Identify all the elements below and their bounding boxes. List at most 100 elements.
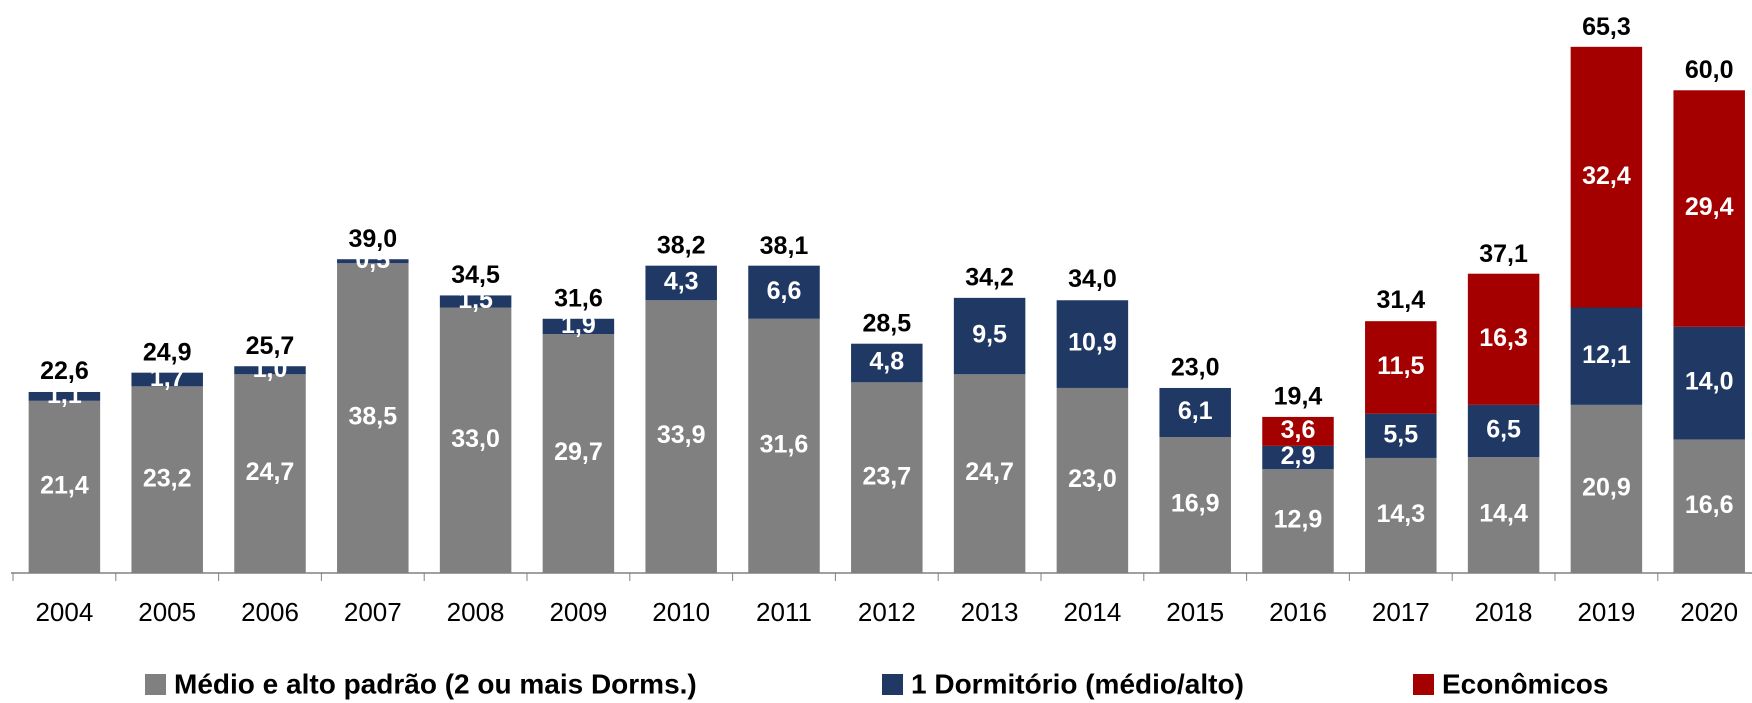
segment-label: 29,7: [554, 438, 603, 466]
segment-label: 21,4: [40, 472, 89, 500]
segment-label: 4,8: [869, 348, 904, 376]
segment-label: 14,3: [1376, 500, 1425, 528]
segment-label: 9,5: [972, 321, 1007, 349]
bar-segment: [748, 318, 820, 573]
segment-label: 16,6: [1685, 491, 1734, 519]
segment-label: 2,9: [1281, 442, 1316, 470]
segment-label: 29,4: [1685, 193, 1734, 221]
segment-label: 23,0: [1068, 465, 1117, 493]
bar-segment: [1159, 387, 1231, 438]
bar-segment: [1159, 437, 1231, 573]
segment-label: 4,3: [664, 268, 699, 296]
segment-label: 14,0: [1685, 368, 1734, 396]
bar-segment: [337, 263, 409, 573]
bar-segment: [1673, 90, 1745, 327]
bar-segment: [1467, 404, 1540, 458]
segment-label: 33,9: [657, 421, 706, 449]
segment-label: 10,9: [1068, 329, 1117, 357]
segment-label: 1,5: [458, 286, 493, 314]
segment-label: 1,1: [47, 381, 82, 409]
total-label: 31,6: [554, 284, 603, 312]
segment-label: 6,6: [767, 277, 802, 305]
x-tick-label: 2016: [1269, 597, 1327, 627]
x-tick-label: 2013: [961, 597, 1019, 627]
segment-label: 24,7: [246, 458, 295, 486]
total-label: 37,1: [1479, 240, 1528, 268]
segment-label: 31,6: [760, 430, 809, 458]
x-tick-label: 2020: [1680, 597, 1738, 627]
total-label: 19,4: [1274, 383, 1323, 411]
bar-segment: [131, 386, 203, 573]
bar-segment: [542, 334, 615, 573]
bar-segment: [953, 297, 1026, 375]
bar-segment: [1365, 321, 1437, 414]
segment-label: 12,9: [1274, 506, 1323, 534]
bar-segment: [439, 307, 512, 573]
total-label: 34,2: [965, 263, 1014, 291]
x-tick-label: 2008: [447, 597, 505, 627]
bar-segment: [439, 295, 512, 308]
total-label: 34,5: [451, 261, 500, 289]
x-tick-label: 2011: [756, 597, 812, 627]
bar-segment: [1673, 326, 1745, 440]
segment-label: 33,0: [451, 425, 500, 453]
legend-label: 1 Dormitório (médio/alto): [911, 668, 1244, 699]
segment-label: 20,9: [1582, 474, 1631, 502]
total-label: 65,3: [1582, 13, 1631, 41]
segment-label: 6,5: [1486, 416, 1521, 444]
bar-segment: [234, 366, 306, 375]
legend-swatch: [1413, 674, 1434, 695]
segment-label: 1,7: [150, 364, 185, 392]
bar-segment: [1570, 46, 1643, 308]
x-tick-label: 2015: [1166, 597, 1224, 627]
bar-segment: [28, 400, 101, 573]
segment-label: 32,4: [1582, 162, 1631, 190]
bar-segment: [131, 372, 203, 387]
total-label: 34,0: [1068, 265, 1117, 293]
x-tick-label: 2009: [549, 597, 607, 627]
x-tick-label: 2005: [138, 597, 196, 627]
bar-segment: [337, 259, 409, 264]
segment-label: 38,5: [348, 403, 397, 431]
segment-label: 11,5: [1377, 352, 1424, 380]
segment-label: 12,1: [1582, 341, 1631, 369]
bar-segment: [1673, 439, 1745, 573]
total-label: 24,9: [143, 338, 192, 366]
bar-segment: [953, 374, 1026, 573]
segment-label: 16,3: [1479, 324, 1528, 352]
x-tick-label: 2017: [1372, 597, 1430, 627]
bar-segment: [851, 343, 923, 383]
bar-segment: [1365, 457, 1437, 573]
segment-label: 1,0: [253, 355, 288, 383]
x-tick-label: 2007: [344, 597, 402, 627]
segment-label: 23,2: [143, 464, 192, 492]
bar-segment: [1056, 300, 1129, 388]
segment-label: 24,7: [965, 458, 1014, 486]
x-tick-label: 2010: [652, 597, 710, 627]
segment-label: 23,7: [862, 462, 911, 490]
segment-label: 5,5: [1383, 420, 1418, 448]
total-label: 22,6: [40, 357, 89, 385]
bar-segment: [1365, 413, 1437, 458]
x-tick-label: 2014: [1063, 597, 1121, 627]
x-tick-label: 2018: [1475, 597, 1533, 627]
total-label: 31,4: [1376, 286, 1425, 314]
total-label: 23,0: [1171, 354, 1220, 382]
bar-segment: [1467, 457, 1540, 573]
total-label: 39,0: [348, 225, 397, 253]
bar-segment: [1570, 307, 1643, 405]
total-label: 25,7: [246, 332, 295, 360]
segment-label: 1,9: [561, 311, 596, 339]
x-tick-label: 2012: [858, 597, 916, 627]
bar-segment: [748, 265, 820, 319]
total-label: 60,0: [1685, 56, 1734, 84]
total-label: 38,2: [657, 231, 706, 259]
bar-segment: [1262, 469, 1334, 573]
total-label: 28,5: [862, 309, 911, 337]
segment-label: 3,6: [1281, 416, 1316, 444]
bar-segment: [1570, 404, 1643, 573]
legend-swatch: [882, 674, 903, 695]
legend-label: Médio e alto padrão (2 ou mais Dorms.): [174, 668, 697, 699]
bar-segment: [645, 300, 717, 573]
